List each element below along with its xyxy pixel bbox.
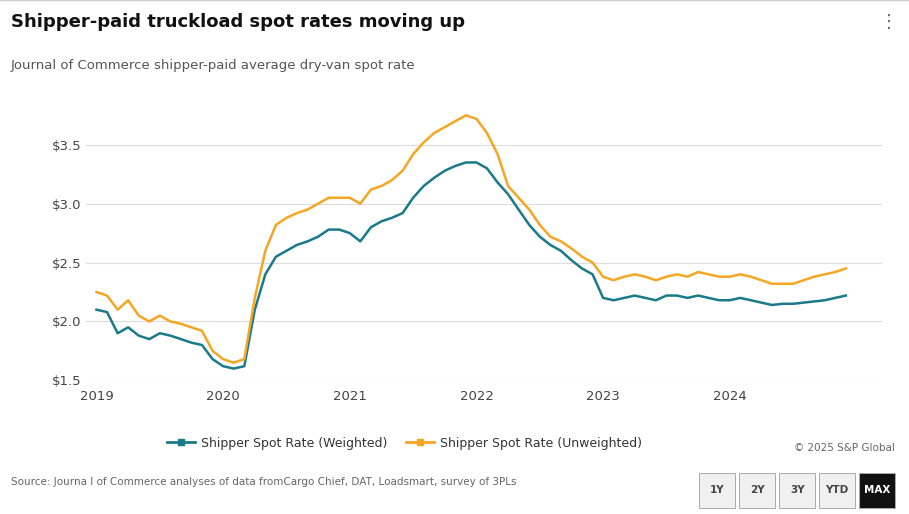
- Text: ⋮: ⋮: [880, 13, 898, 31]
- Text: MAX: MAX: [864, 485, 891, 495]
- Text: © 2025 S&P Global: © 2025 S&P Global: [794, 444, 895, 453]
- Text: 1Y: 1Y: [710, 485, 724, 495]
- Text: Source: Journa l of Commerce analyses of data fromCargo Chief, DAT, Loadsmart, s: Source: Journa l of Commerce analyses of…: [11, 478, 516, 487]
- Text: Journal of Commerce shipper-paid average dry-van spot rate: Journal of Commerce shipper-paid average…: [11, 59, 415, 72]
- Text: 2Y: 2Y: [750, 485, 764, 495]
- Legend: Shipper Spot Rate (Weighted), Shipper Spot Rate (Unweighted): Shipper Spot Rate (Weighted), Shipper Sp…: [162, 432, 647, 455]
- Text: Shipper-paid truckload spot rates moving up: Shipper-paid truckload spot rates moving…: [11, 13, 464, 31]
- Text: YTD: YTD: [825, 485, 849, 495]
- Text: 3Y: 3Y: [790, 485, 804, 495]
